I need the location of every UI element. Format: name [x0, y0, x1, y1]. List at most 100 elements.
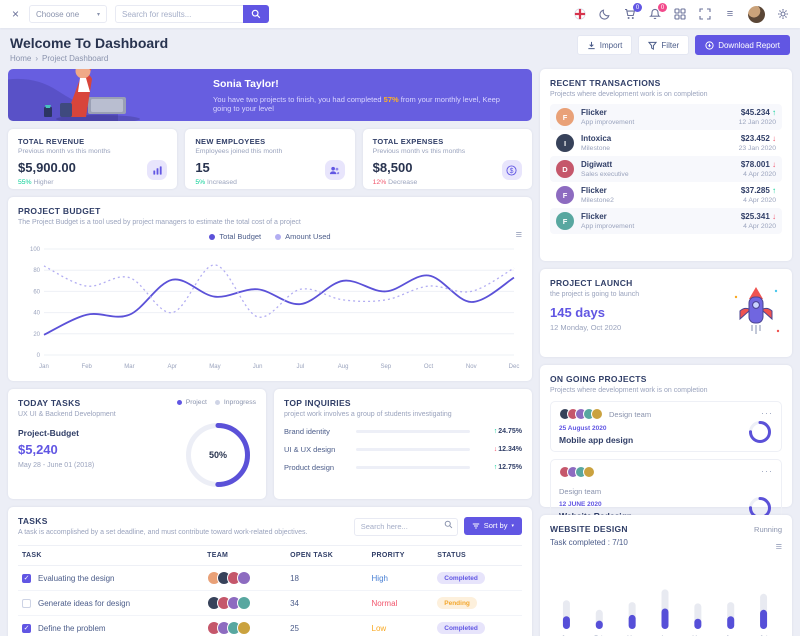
tasks-search-input[interactable] [353, 517, 458, 536]
language-flag-icon[interactable] [573, 7, 587, 21]
team-avatars [207, 621, 282, 635]
list-menu-icon[interactable]: ≡ [726, 8, 734, 20]
sort-by-button[interactable]: Sort by ▾ [463, 516, 522, 535]
dollar-icon: $ [501, 160, 522, 180]
trend-arrow-icon: ↓ [772, 134, 776, 143]
category-select-value: Choose one [36, 9, 80, 19]
stat-card: NEW EMPLOYEES Employees joined this mont… [185, 129, 355, 189]
inquiry-row: Brand identity ↑24.75% [284, 427, 522, 436]
launch-subtitle: the project is going to launch [550, 291, 640, 298]
transaction-row[interactable]: I Intoxica Milestone $23.452 ↓ 23 Jan 20… [550, 130, 782, 156]
inquiry-progress-track [356, 448, 470, 451]
legend-inprogress[interactable]: Inprogress [214, 399, 256, 406]
more-options-icon[interactable]: ··· [761, 466, 773, 476]
svg-text:60: 60 [33, 289, 40, 295]
table-row: ✓ Evaluating the design 18 High Completed [18, 565, 522, 591]
today-progress-donut: 50% [186, 423, 250, 487]
transaction-row[interactable]: F Flicker Milestone2 $37.285 ↑ 4 Apr 202… [550, 182, 782, 208]
website-status: Running [754, 525, 782, 534]
ongoing-project-item[interactable]: Design team ··· 25 August 2020 Mobile ap… [550, 401, 782, 452]
chart-menu-icon[interactable]: ≡ [775, 541, 782, 553]
open-task-count: 34 [286, 590, 368, 616]
task-checkbox[interactable]: ✓ [22, 623, 31, 633]
project-progress-donut [749, 421, 771, 443]
welcome-banner: Sonia Taylor! You have two projects to f… [8, 69, 532, 121]
settings-gear-icon[interactable] [776, 7, 790, 21]
tasks-card: TASKS A task is accomplished by a set de… [8, 507, 532, 636]
stat-subtitle: Previous month vs this months [372, 148, 466, 155]
today-tasks-title: TODAY TASKS [18, 398, 81, 408]
launch-date: 12 Monday, Oct 2020 [550, 323, 622, 332]
legend-total-budget[interactable]: Total Budget [209, 232, 261, 241]
global-search [115, 5, 270, 23]
transactions-title: RECENT TRANSACTIONS [550, 78, 661, 88]
stat-delta: 12% Decrease [372, 179, 418, 186]
status-badge: Completed [437, 622, 485, 634]
team-avatars [207, 571, 282, 585]
trend-arrow-icon: ↑ [772, 108, 776, 117]
user-avatar[interactable] [748, 5, 765, 23]
recent-transactions-card: RECENT TRANSACTIONS Projects where devel… [540, 69, 792, 261]
category-select[interactable]: Choose one ▾ [29, 5, 108, 23]
transaction-amount: $78.001 ↓ [740, 160, 776, 169]
project-launch-card: PROJECT LAUNCH the project is going to l… [540, 269, 792, 357]
chart-menu-icon[interactable]: ≡ [515, 229, 522, 241]
banner-illustration [44, 69, 140, 121]
transaction-row[interactable]: F Flicker App improvement $25.341 ↓ 4 Ap… [550, 208, 782, 234]
dark-mode-moon-icon[interactable] [598, 7, 612, 21]
tasks-search [353, 516, 458, 536]
avatar [583, 466, 595, 478]
notifications-bell-icon[interactable]: 0 [648, 3, 667, 21]
inquiries-title: TOP INQUIRIES [284, 398, 351, 408]
stat-subtitle: Employees joined this month [195, 148, 283, 155]
fullscreen-icon[interactable] [698, 7, 712, 21]
transaction-description: Milestone [581, 145, 611, 152]
download-icon [705, 40, 714, 50]
legend-amount-used[interactable]: Amount Used [275, 232, 331, 241]
transaction-avatar: F [556, 186, 574, 204]
more-options-icon[interactable]: ··· [761, 408, 773, 418]
stat-title: TOTAL REVENUE [18, 137, 85, 146]
project-date-range: May 28 - June 01 (2018) [18, 462, 95, 469]
avatar [237, 571, 252, 585]
search-input[interactable] [115, 5, 244, 23]
transaction-row[interactable]: F Flicker App improvement $45.234 ↑ 12 J… [550, 104, 782, 130]
open-task-count: 25 [286, 615, 368, 636]
apps-grid-icon[interactable] [673, 7, 687, 21]
inquiry-delta: ↓12.34% [493, 446, 522, 453]
avatar [237, 621, 252, 635]
transaction-amount: $45.234 ↑ [740, 108, 776, 117]
inquiry-progress-track [356, 466, 470, 469]
svg-text:20: 20 [33, 332, 40, 338]
filter-icon [648, 41, 658, 50]
breadcrumb-home-link[interactable]: Home [10, 54, 32, 63]
stat-card: TOTAL REVENUE Previous month vs this mon… [8, 129, 178, 189]
cart-icon[interactable]: 0 [623, 3, 642, 21]
search-button[interactable] [243, 5, 270, 23]
transaction-description: App improvement [581, 223, 635, 230]
transaction-avatar: I [556, 134, 574, 152]
open-task-count: 18 [286, 565, 368, 591]
inquiry-delta: ↑12.75% [493, 464, 522, 471]
priority-label: Low [371, 623, 387, 633]
legend-project[interactable]: Project [176, 399, 207, 406]
ongoing-projects-card: ON GOING PROJECTS Projects where develop… [540, 365, 792, 528]
transaction-date: 12 Jan 2020 [738, 119, 776, 126]
svg-text:Mar: Mar [124, 364, 134, 370]
svg-text:Jun: Jun [253, 364, 263, 370]
budget-legend: Total Budget Amount Used ≡ [18, 229, 522, 241]
sidebar-toggle-icon[interactable]: × [12, 7, 20, 21]
download-report-button[interactable]: Download Report [695, 35, 790, 55]
users-icon [324, 160, 345, 180]
svg-text:100: 100 [30, 247, 41, 253]
filter-button[interactable]: Filter [638, 35, 690, 55]
task-checkbox[interactable]: ✓ [22, 573, 31, 583]
transaction-amount: $37.285 ↑ [740, 186, 776, 195]
import-button[interactable]: Import [576, 35, 633, 55]
task-checkbox[interactable] [22, 598, 31, 608]
transaction-row[interactable]: D Digiwatt Sales executive $78.001 ↓ 4 A… [550, 156, 782, 182]
transaction-amount: $23.452 ↓ [740, 134, 776, 143]
priority-label: Normal [371, 598, 398, 608]
svg-text:Feb: Feb [82, 364, 93, 370]
